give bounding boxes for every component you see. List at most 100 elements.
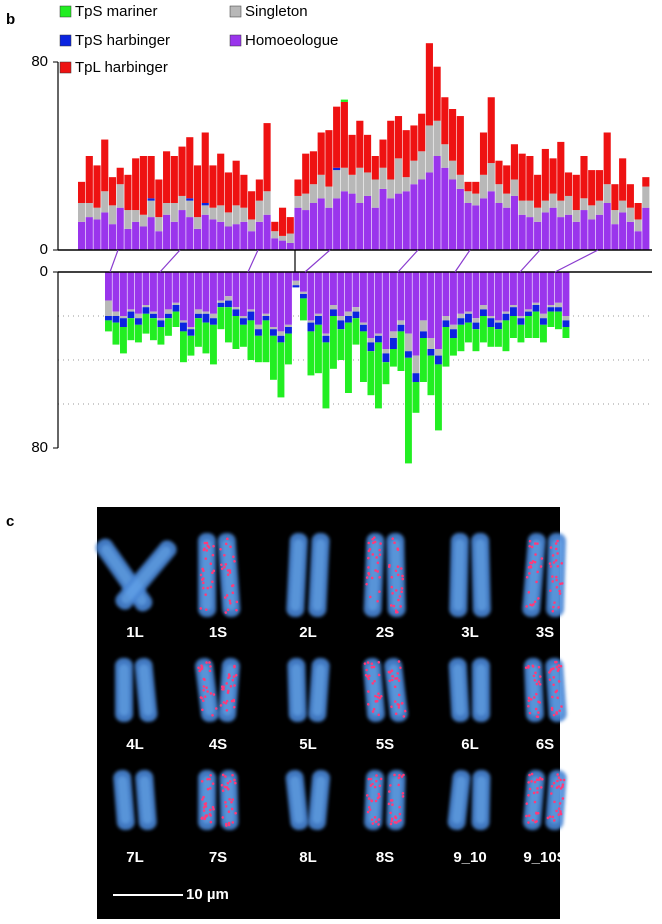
bar-segment xyxy=(86,203,93,217)
bar-segment xyxy=(375,272,382,334)
bar-segment xyxy=(101,212,108,250)
bar-segment xyxy=(619,212,626,250)
bar-segment xyxy=(171,156,178,203)
bar-segment xyxy=(318,198,325,250)
bar-segment xyxy=(379,189,386,250)
bar-segment xyxy=(315,325,322,373)
bar-segment xyxy=(519,215,526,250)
bar-segment xyxy=(300,298,307,320)
bar-segment xyxy=(279,236,286,241)
bar-segment xyxy=(534,208,541,222)
bar-segment xyxy=(642,208,649,250)
link xyxy=(110,250,118,272)
bar-segment xyxy=(163,151,170,203)
bar-segment xyxy=(548,305,555,307)
bar-segment xyxy=(318,175,325,199)
bar-segment xyxy=(150,312,157,314)
bar-segment xyxy=(240,208,247,222)
bar-segment xyxy=(413,382,420,413)
bar-segment xyxy=(525,272,532,309)
bar-segment xyxy=(278,272,285,331)
bar-segment xyxy=(155,217,162,231)
bar-segment xyxy=(375,342,382,408)
bar-segment xyxy=(143,307,150,314)
bar-segment xyxy=(390,272,397,331)
bar-segment xyxy=(248,272,255,309)
bar-segment xyxy=(135,314,142,318)
bar-segment xyxy=(519,201,526,215)
bar-segment xyxy=(180,331,187,362)
bar-segment xyxy=(263,320,270,362)
bar-segment xyxy=(356,203,363,250)
bar-segment xyxy=(403,130,410,177)
fish-signal xyxy=(208,546,211,549)
bar-segment xyxy=(565,172,572,196)
bar-segment xyxy=(548,307,555,311)
bar-segment xyxy=(271,238,278,250)
bar-segment xyxy=(285,334,292,365)
bar-segment xyxy=(240,318,247,325)
bar-segment xyxy=(383,353,390,362)
bar-segment xyxy=(315,314,322,316)
bar-segment xyxy=(550,158,557,193)
bar-segment xyxy=(619,201,626,213)
bar-segment xyxy=(233,272,240,307)
chromosome-label: 7L xyxy=(126,849,144,866)
bar-segment xyxy=(105,320,112,331)
bar-segment xyxy=(155,180,162,218)
bar-segment xyxy=(240,316,247,318)
bar-segment xyxy=(398,320,405,324)
bar-segment xyxy=(372,180,379,208)
bar-segment xyxy=(270,327,277,329)
bar-segment xyxy=(503,272,510,312)
bar-segment xyxy=(158,272,165,318)
bar-segment xyxy=(195,309,202,313)
bar-segment xyxy=(488,316,495,318)
chromosome-label: 2S xyxy=(376,624,394,641)
y-tick-label: 80 xyxy=(31,439,48,456)
bar-segment xyxy=(178,196,185,210)
bar-segment xyxy=(395,194,402,250)
bar-segment xyxy=(113,323,120,345)
bar-segment xyxy=(405,358,412,464)
bar-segment xyxy=(518,316,525,318)
bar-segment xyxy=(300,292,307,294)
panel-label: b xyxy=(6,11,15,28)
bar-segment xyxy=(158,327,165,345)
bar-segment xyxy=(148,156,155,198)
bar-segment xyxy=(555,272,562,303)
chromosome-core xyxy=(528,664,540,716)
bar-segment xyxy=(349,135,356,175)
bar-segment xyxy=(533,303,540,305)
bar-segment xyxy=(627,222,634,250)
bar-segment xyxy=(248,231,255,250)
bar-segment xyxy=(278,331,285,335)
bar-segment xyxy=(368,338,375,342)
bar-segment xyxy=(210,314,217,318)
chromosome xyxy=(198,770,216,830)
bar-segment xyxy=(480,198,487,250)
bar-segment xyxy=(548,272,555,305)
bar-segment xyxy=(135,325,142,343)
chromosome xyxy=(287,658,307,722)
bar-segment xyxy=(390,331,397,338)
bar-segment xyxy=(158,318,165,320)
bar-segment xyxy=(473,318,480,322)
bar-segment xyxy=(188,336,195,356)
bar-segment xyxy=(135,272,142,314)
bar-segment xyxy=(604,184,611,203)
link xyxy=(520,250,540,272)
bar-segment xyxy=(270,329,277,336)
bar-segment xyxy=(383,362,390,384)
bar-segment xyxy=(428,356,435,396)
bar-segment xyxy=(240,272,247,316)
bar-segment xyxy=(203,272,210,312)
bar-segment xyxy=(604,203,611,250)
bar-segment xyxy=(248,191,255,219)
bar-segment xyxy=(435,356,442,365)
bar-segment xyxy=(325,187,332,208)
bar-segment xyxy=(356,168,363,203)
bar-segment xyxy=(105,272,112,301)
bar-segment xyxy=(555,312,562,330)
chromosome-label: 8S xyxy=(376,849,394,866)
